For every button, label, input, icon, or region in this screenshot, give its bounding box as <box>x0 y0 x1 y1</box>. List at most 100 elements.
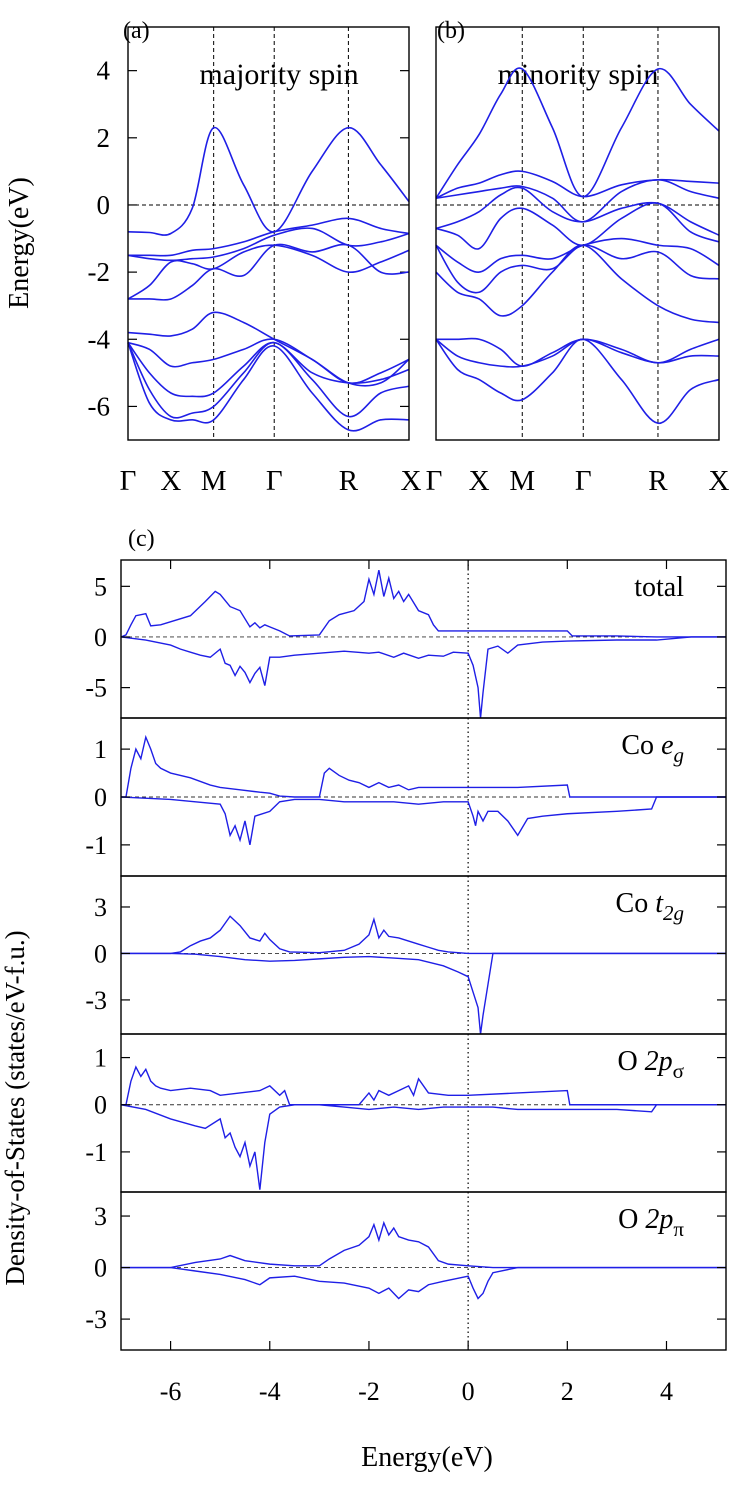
dos-curve-down <box>120 1104 726 1190</box>
dos-panel-label: O 2pσ <box>617 1046 684 1083</box>
dos-curve-up <box>121 1220 726 1269</box>
kpoint-label: X <box>709 465 730 497</box>
band-line <box>127 244 410 300</box>
dos-x-axis-ticks: -6 -4 -2 0 2 4 <box>160 560 673 1406</box>
kpoint-label: M <box>201 465 227 497</box>
band-line <box>435 178 720 223</box>
dos-x-axis-label: Energy(eV) <box>361 1442 493 1473</box>
panel-title-minority: minority spin <box>498 58 659 91</box>
dos-panel: 1 0 -1 O 2pσ <box>85 1033 727 1193</box>
dos-panel: 5 0 -5 total <box>85 559 727 719</box>
kpoint-label: M <box>509 465 535 497</box>
band-line <box>435 244 720 294</box>
dos-curve-up <box>120 569 726 638</box>
y-tick-label: 0 <box>94 1091 107 1120</box>
dos-panel-label: total <box>634 572 684 603</box>
dos-panel-label: O 2pπ <box>618 1204 684 1241</box>
dos-panel-label: Co t2g <box>616 888 684 925</box>
band-line <box>127 227 410 262</box>
y-tick-label: 0 <box>97 190 111 220</box>
y-tick-label: -1 <box>85 831 107 860</box>
plot-frame <box>127 26 410 441</box>
panel-label-b: (b) <box>437 18 465 44</box>
dos-panel-frame <box>120 1191 727 1351</box>
y-tick-label: 3 <box>94 893 107 922</box>
band-line <box>435 237 720 273</box>
kpoint-label: R <box>339 465 359 497</box>
y-tick-label: 4 <box>97 56 111 86</box>
y-tick-label: 0 <box>94 783 107 812</box>
kpoint-label: X <box>160 465 181 497</box>
kpoint-label: X <box>401 465 422 497</box>
band-line <box>435 202 720 250</box>
band-line <box>127 341 410 398</box>
band-lines <box>435 67 720 425</box>
kpoint-label: Γ <box>575 465 592 497</box>
y-tick-label: 2 <box>97 123 111 153</box>
band-line <box>435 67 720 199</box>
y-tick-label: -6 <box>88 391 111 421</box>
band-line <box>127 341 410 419</box>
band-line <box>435 170 720 199</box>
dos-curve-up <box>121 915 726 955</box>
band-line <box>435 244 720 324</box>
y-tick-label: -5 <box>85 674 107 703</box>
band-line <box>435 338 720 368</box>
dos-curve-up <box>121 734 726 798</box>
x-tick-label: -2 <box>358 1377 380 1406</box>
x-tick-label: -4 <box>259 1377 281 1406</box>
y-tick-label: 1 <box>94 1044 107 1073</box>
panel-label-c: (c) <box>128 526 155 552</box>
band-y-axis-label: Energy(eV) <box>4 177 35 309</box>
y-tick-label: -3 <box>85 1305 107 1334</box>
x-tick-label: 4 <box>660 1377 673 1406</box>
y-tick-label: 3 <box>94 1202 107 1231</box>
y-tick-label: 1 <box>94 735 107 764</box>
kpoint-gridlines <box>128 27 409 440</box>
y-tick-label: -3 <box>85 986 107 1015</box>
dos-panel: 3 0 -3 Co t2g <box>85 875 727 1035</box>
kpoint-label: X <box>469 465 490 497</box>
panel-title-majority: majority spin <box>199 58 358 91</box>
dos-curve-down <box>120 636 726 719</box>
y-tick-label: 5 <box>94 572 107 601</box>
band-line <box>127 126 410 236</box>
y-tick-label: 0 <box>94 1254 107 1283</box>
x-tick-label: 2 <box>561 1377 574 1406</box>
x-tick-label: -6 <box>160 1377 182 1406</box>
dos-curve-down <box>120 796 726 846</box>
dos-panel: 3 0 -3 O 2pπ <box>85 1191 727 1351</box>
dos-y-axis-label: Density-of-States (states/eV-f.u.) <box>0 930 30 1285</box>
dos-stack: 5 0 -5 total 1 0 -1 Co eg 3 0 -3 Co t2g 1 0 -1 O 2pσ 3 0 -… <box>85 559 727 1351</box>
y-axis-ticks: 4 2 0 -2 -4 -6 <box>88 56 409 421</box>
band-lines <box>127 126 410 432</box>
dos-panel-label: Co eg <box>621 730 684 767</box>
band-line <box>127 342 410 432</box>
dos-curve-up <box>121 1065 726 1106</box>
x-tick-label: 0 <box>462 1377 475 1406</box>
kpoint-label: Γ <box>120 465 137 497</box>
y-tick-label: -4 <box>88 324 111 354</box>
band-line <box>127 243 410 301</box>
kpoint-label: Γ <box>426 465 443 497</box>
kpoint-gridlines <box>436 27 719 440</box>
y-tick-label: 0 <box>94 623 107 652</box>
band-line <box>435 186 720 236</box>
y-tick-label: -2 <box>88 257 111 287</box>
band-line <box>435 338 720 425</box>
kpoint-label: R <box>648 465 668 497</box>
y-tick-label: 0 <box>94 939 107 968</box>
dos-curve-down <box>121 1266 726 1300</box>
dos-curve-down <box>121 952 726 1035</box>
dos-panel: 1 0 -1 Co eg <box>85 717 727 877</box>
band-line <box>127 338 410 387</box>
plot-frame <box>435 26 720 441</box>
y-tick-label: -1 <box>85 1138 107 1167</box>
kpoint-label: Γ <box>266 465 283 497</box>
band-line <box>128 217 410 257</box>
